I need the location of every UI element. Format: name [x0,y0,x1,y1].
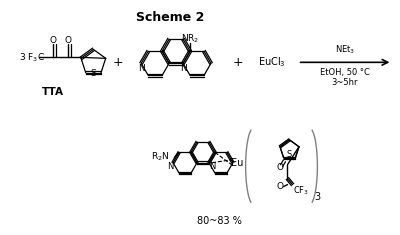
Text: N: N [138,64,144,73]
Text: CF$_3$: CF$_3$ [294,184,310,197]
Text: O: O [276,163,283,172]
Text: S: S [90,69,96,78]
Text: +: + [113,56,124,69]
Text: R$_2$N: R$_2$N [151,150,170,163]
Text: 80~83 %: 80~83 % [198,216,242,226]
Text: NEt$_3$: NEt$_3$ [335,43,355,56]
Text: EuCl$_3$: EuCl$_3$ [258,55,286,69]
Text: +: + [232,56,243,69]
Text: NR$_2$: NR$_2$ [181,32,199,45]
Text: 3 F$_3$C: 3 F$_3$C [19,51,44,64]
Text: O: O [276,182,283,191]
Text: Eu: Eu [232,158,244,168]
Text: 3: 3 [314,192,320,202]
Text: N: N [209,162,215,171]
Text: O: O [49,36,56,45]
Text: 3~5hr: 3~5hr [332,78,358,87]
Text: N: N [180,64,186,73]
Text: TTA: TTA [42,87,64,97]
Text: O: O [65,36,72,45]
Text: S: S [287,150,292,159]
Text: EtOH, 50 °C: EtOH, 50 °C [320,68,370,77]
Text: Scheme 2: Scheme 2 [136,11,204,24]
Text: N: N [167,162,173,171]
